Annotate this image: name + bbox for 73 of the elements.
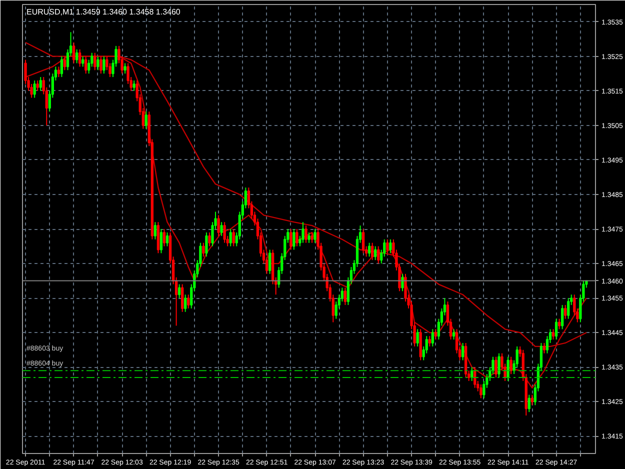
candlestick — [154, 222, 157, 240]
candlestick — [208, 232, 211, 247]
candlestick — [39, 76, 42, 92]
candlestick — [178, 284, 181, 299]
candlestick — [290, 228, 292, 250]
candlestick — [560, 304, 564, 330]
candlestick — [36, 80, 39, 92]
candlestick — [302, 222, 304, 244]
candlestick — [344, 287, 347, 306]
candlestick — [431, 328, 434, 347]
candlestick — [60, 56, 64, 78]
candlestick — [72, 42, 76, 64]
candlestick — [232, 228, 235, 247]
candlestick — [63, 56, 66, 71]
candlestick — [304, 225, 308, 244]
candlestick — [377, 246, 380, 264]
candlestick — [564, 304, 567, 320]
candlestick — [452, 328, 456, 340]
candlestick — [268, 249, 272, 274]
chart-title: EURUSD,M1 1.3459 1.3460 1.3458 1.3460 — [26, 8, 181, 16]
candlestick — [530, 394, 534, 406]
candlestick — [202, 242, 205, 258]
candlestick — [480, 384, 482, 399]
candlestick — [78, 48, 82, 68]
candlestick — [558, 318, 561, 330]
candlestick — [498, 352, 500, 378]
candlestick — [389, 238, 392, 254]
candlestick — [310, 232, 314, 244]
candlestick — [552, 328, 555, 340]
candlestick — [506, 356, 510, 382]
candlestick — [461, 342, 464, 361]
candlestick — [428, 336, 431, 347]
candlestick — [181, 284, 184, 312]
candlestick — [160, 228, 163, 254]
candlestick — [220, 222, 223, 236]
candlestick — [184, 294, 187, 312]
candlestick — [368, 242, 371, 258]
candlestick — [162, 228, 166, 247]
candlestick — [374, 246, 377, 261]
candlestick — [386, 238, 389, 254]
candlestick — [494, 356, 498, 378]
candlestick — [314, 228, 316, 244]
candlestick — [166, 232, 169, 247]
candlestick — [217, 214, 220, 236]
candlestick — [102, 56, 106, 74]
candlestick — [567, 298, 570, 320]
candlestick — [528, 394, 530, 413]
candlestick — [124, 62, 126, 74]
candlestick — [84, 56, 88, 74]
candlestick — [296, 228, 298, 247]
candlestick — [223, 222, 226, 244]
candlestick — [144, 111, 148, 130]
candlestick — [401, 273, 404, 292]
candlestick — [57, 66, 60, 78]
candlestick — [362, 228, 365, 254]
candlestick — [205, 232, 208, 258]
candlestick — [81, 56, 84, 68]
candlestick — [33, 80, 36, 98]
candlestick — [96, 56, 100, 71]
candlestick — [308, 232, 310, 244]
candlestick — [542, 342, 546, 354]
candlestick — [94, 52, 96, 71]
candlestick — [187, 294, 190, 309]
candlestick — [434, 328, 437, 340]
candlestick — [510, 356, 512, 375]
candlestick — [292, 228, 296, 250]
candlestick — [75, 48, 78, 64]
candlestick — [416, 328, 419, 347]
candlestick — [100, 56, 102, 74]
candlestick — [132, 80, 136, 92]
candlestick — [554, 318, 558, 340]
candlestick — [229, 228, 232, 247]
candlestick — [371, 242, 374, 261]
